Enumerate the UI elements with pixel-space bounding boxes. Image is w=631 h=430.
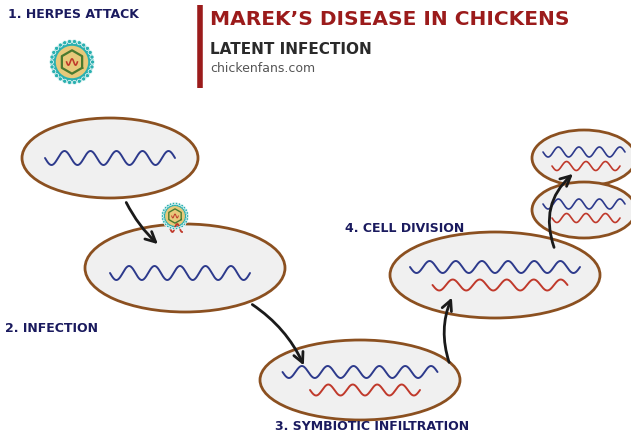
Circle shape: [185, 209, 187, 212]
Circle shape: [186, 218, 189, 220]
Circle shape: [85, 74, 90, 78]
Ellipse shape: [532, 130, 631, 186]
Circle shape: [50, 40, 93, 83]
Circle shape: [62, 41, 67, 45]
Circle shape: [52, 50, 56, 55]
Ellipse shape: [532, 182, 631, 238]
Circle shape: [54, 74, 59, 78]
Circle shape: [54, 46, 59, 50]
Circle shape: [62, 79, 67, 83]
Circle shape: [162, 212, 164, 214]
Circle shape: [163, 209, 165, 212]
Circle shape: [175, 202, 178, 205]
Ellipse shape: [390, 232, 600, 318]
Circle shape: [73, 80, 76, 84]
Circle shape: [58, 43, 62, 47]
Circle shape: [58, 77, 62, 81]
Circle shape: [161, 215, 163, 217]
Circle shape: [185, 221, 187, 223]
Text: 1. HERPES ATTACK: 1. HERPES ATTACK: [8, 8, 139, 21]
Circle shape: [73, 40, 76, 44]
Circle shape: [88, 50, 92, 55]
Circle shape: [90, 60, 95, 64]
Circle shape: [164, 223, 167, 226]
Circle shape: [178, 203, 180, 206]
Text: chickenfans.com: chickenfans.com: [210, 62, 315, 75]
Circle shape: [85, 46, 90, 50]
Circle shape: [81, 43, 86, 47]
Circle shape: [56, 46, 88, 78]
Circle shape: [165, 206, 185, 226]
Text: 3. SYMBIOTIC INFILTRATION: 3. SYMBIOTIC INFILTRATION: [275, 420, 469, 430]
Circle shape: [90, 55, 94, 59]
Text: 4. CELL DIVISION: 4. CELL DIVISION: [345, 222, 464, 235]
Circle shape: [178, 227, 180, 229]
Circle shape: [68, 80, 71, 84]
Circle shape: [186, 212, 189, 214]
Circle shape: [90, 65, 94, 69]
Circle shape: [81, 77, 86, 81]
Text: 2. INFECTION: 2. INFECTION: [5, 322, 98, 335]
Circle shape: [167, 204, 169, 207]
Circle shape: [183, 206, 186, 209]
Circle shape: [163, 221, 165, 223]
Circle shape: [50, 65, 54, 69]
Circle shape: [88, 70, 92, 74]
Circle shape: [49, 60, 54, 64]
Circle shape: [181, 204, 184, 207]
Circle shape: [68, 40, 71, 44]
Circle shape: [164, 206, 167, 209]
Circle shape: [167, 225, 169, 227]
Ellipse shape: [22, 118, 198, 198]
Circle shape: [181, 225, 184, 227]
Circle shape: [50, 55, 54, 59]
Circle shape: [77, 79, 81, 83]
Circle shape: [172, 227, 175, 230]
Circle shape: [162, 203, 188, 229]
Circle shape: [183, 223, 186, 226]
Circle shape: [52, 70, 56, 74]
Circle shape: [77, 41, 81, 45]
Ellipse shape: [260, 340, 460, 420]
Circle shape: [169, 227, 172, 229]
Circle shape: [186, 215, 189, 217]
Circle shape: [169, 203, 172, 206]
Text: LATENT INFECTION: LATENT INFECTION: [210, 42, 372, 57]
Circle shape: [175, 227, 178, 230]
Text: MAREK’S DISEASE IN CHICKENS: MAREK’S DISEASE IN CHICKENS: [210, 10, 570, 29]
Ellipse shape: [85, 224, 285, 312]
Circle shape: [162, 218, 164, 220]
Circle shape: [172, 202, 175, 205]
